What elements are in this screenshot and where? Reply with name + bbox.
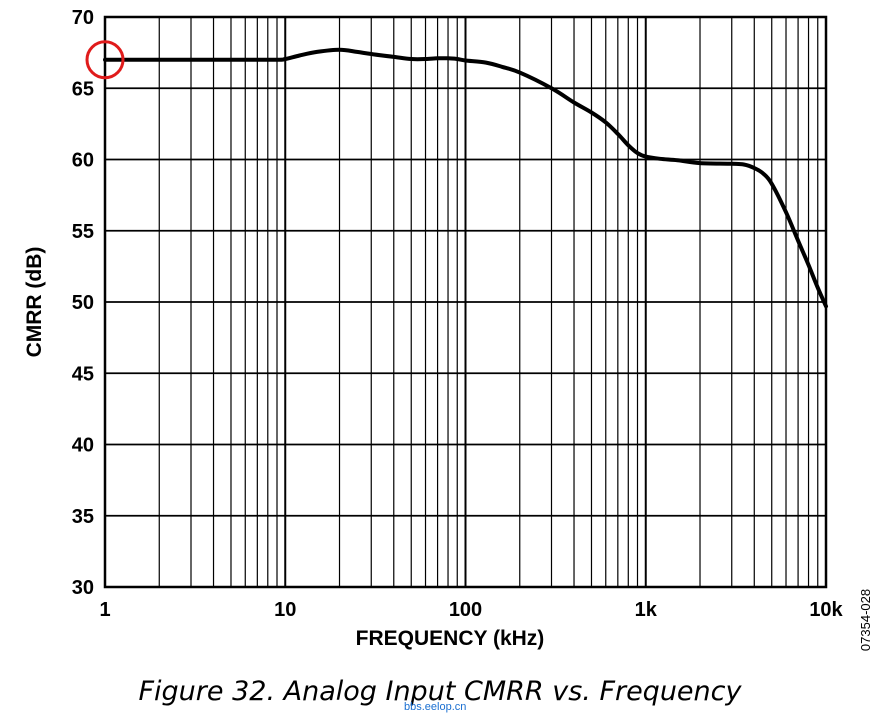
cmrr-series-line — [103, 47, 828, 309]
y-tick-label: 35 — [72, 506, 94, 528]
x-tick-label: 1 — [99, 599, 110, 621]
annotation-circle — [85, 40, 125, 80]
grid — [103, 15, 828, 589]
figure-code: 07354-028 — [858, 589, 873, 651]
series-layer — [85, 40, 828, 309]
y-tick-label: 70 — [72, 7, 94, 29]
figure-caption: Figure 32. Analog Input CMRR vs. Frequen… — [138, 676, 742, 707]
y-tick-label: 40 — [72, 435, 94, 457]
y-tick-label: 50 — [72, 292, 94, 314]
x-axis-title: FREQUENCY (kHz) — [356, 627, 545, 650]
y-tick-label: 65 — [72, 78, 94, 100]
x-tick-label: 10k — [809, 599, 843, 621]
x-tick-label: 1k — [635, 599, 658, 621]
y-tick-label: 60 — [72, 150, 94, 172]
y-axis-title: CMRR (dB) — [23, 247, 46, 358]
watermark-text: bbs.eelop.cn — [404, 701, 467, 713]
x-tick-label: 10 — [274, 599, 296, 621]
cmrr-chart: 30 35 40 45 50 55 60 65 70 1 10 100 1k 10k FREQUENCY … — [23, 7, 873, 651]
tick-labels: 30 35 40 45 50 55 60 65 70 1 10 100 1k 10k — [72, 7, 844, 621]
x-tick-label: 100 — [449, 599, 482, 621]
y-tick-label: 45 — [72, 363, 94, 385]
y-tick-label: 30 — [72, 577, 94, 599]
y-tick-label: 55 — [72, 221, 94, 243]
